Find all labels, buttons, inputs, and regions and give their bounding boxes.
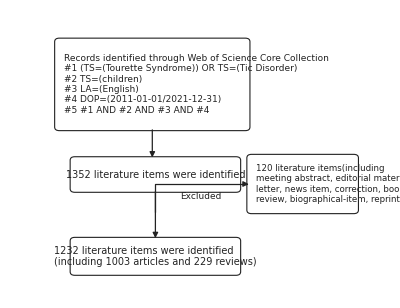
Text: 1232 literature items were identified
(including 1003 articles and 229 reviews): 1232 literature items were identified (i…	[54, 245, 257, 267]
Text: Records identified through Web of Science Core Collection
#1 (TS=(Tourette Syndr: Records identified through Web of Scienc…	[64, 54, 329, 115]
FancyBboxPatch shape	[70, 237, 241, 275]
Text: Excluded: Excluded	[180, 192, 221, 201]
FancyBboxPatch shape	[70, 157, 241, 192]
FancyBboxPatch shape	[247, 154, 358, 214]
FancyBboxPatch shape	[55, 38, 250, 131]
Text: 1352 literature items were identified: 1352 literature items were identified	[66, 169, 245, 180]
Text: 120 literature items(including
meeting abstract, editorial material,
letter, new: 120 literature items(including meeting a…	[256, 164, 400, 204]
